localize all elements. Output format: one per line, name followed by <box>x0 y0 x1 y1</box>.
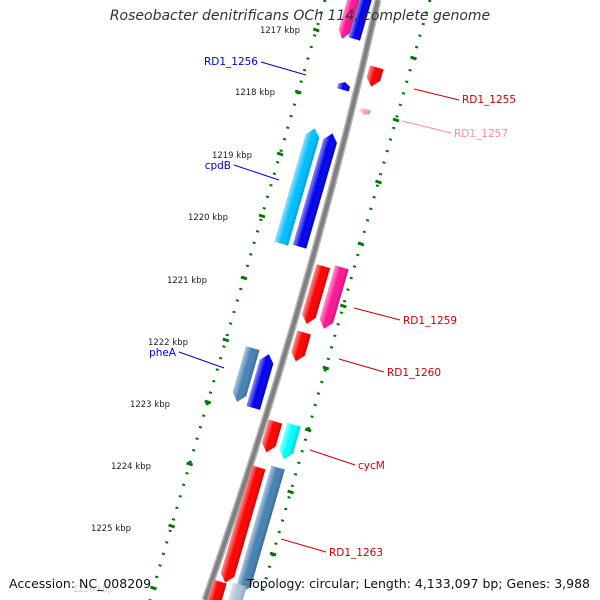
scale-tick-label: 1224 kbp <box>111 462 151 472</box>
gene-phea-partner <box>246 354 274 410</box>
inner-major-tick <box>150 585 157 591</box>
gene-rd1-1260 <box>291 330 311 362</box>
outer-major-tick <box>357 241 365 247</box>
outer-major-tick <box>374 179 382 185</box>
outer-major-tick <box>410 55 418 61</box>
gene-label[interactable]: RD1_1259 <box>403 315 457 327</box>
scale-tick-label: 1220 kbp <box>188 213 228 223</box>
outer-major-tick <box>304 427 312 433</box>
leader-line <box>401 120 452 134</box>
inner-major-tick <box>168 523 176 529</box>
gene-cpdb-partner <box>292 133 337 249</box>
scale-tick-label: 1217 kbp <box>260 26 300 36</box>
scale-tick-label: 1221 kbp <box>167 276 207 286</box>
gene-label[interactable]: RD1_1255 <box>462 94 516 106</box>
scale-tick-label: 1225 kbp <box>91 524 131 534</box>
inner-major-tick <box>294 89 302 95</box>
outer-major-tick <box>339 303 347 309</box>
outer-major-tick <box>392 117 400 123</box>
leader-line <box>280 538 327 553</box>
inner-major-tick <box>276 151 284 157</box>
gene-label[interactable]: RD1_1256 <box>204 56 258 68</box>
gene-bottom-steel <box>227 582 247 600</box>
inner-major-tick <box>312 27 320 33</box>
backbone-shadow <box>201 0 382 600</box>
gene-label[interactable]: pheA <box>149 347 177 359</box>
gene-label[interactable]: RD1_1260 <box>387 367 441 379</box>
gene-label[interactable]: cycM <box>358 460 385 472</box>
gene-rd1-1263 <box>237 465 285 593</box>
accession-text: Accession: NC_008209 <box>9 576 152 591</box>
leader-line <box>233 164 280 181</box>
gene-phea <box>232 346 260 402</box>
leader-line <box>413 88 460 101</box>
scale-tick-label: 1226 kbp <box>73 585 113 595</box>
map-title: Roseobacter denitrificans OCh 114, compl… <box>109 8 491 24</box>
leader-line <box>353 307 401 321</box>
gene-label[interactable]: RD1_1263 <box>329 547 383 559</box>
gene-rd1-1262 <box>262 419 283 453</box>
inner-major-tick <box>258 213 266 219</box>
gene-rd1-1259-b <box>319 265 349 329</box>
inner-major-tick <box>186 461 194 467</box>
gene-label[interactable]: RD1_1257 <box>454 128 508 140</box>
genome-backbone <box>203 0 380 600</box>
gene-rd1-1263-red <box>220 465 266 583</box>
gene-bottom-red <box>207 579 227 600</box>
outer-major-tick <box>269 551 277 557</box>
gene-rd1-1257 <box>360 107 371 115</box>
outer-major-tick <box>287 489 295 495</box>
genome-stats-text: Topology: circular; Length: 4,133,097 bp… <box>246 576 590 591</box>
gene-cpdb <box>274 128 320 246</box>
scale-tick-label: 1223 kbp <box>130 400 170 410</box>
scale-tick-label: 1222 kbp <box>148 338 188 348</box>
scale-tick-label: 1219 kbp <box>212 151 252 161</box>
inner-major-tick <box>204 399 212 405</box>
scale-tick-label: 1218 kbp <box>235 88 275 98</box>
leader-line <box>178 351 225 369</box>
leader-line <box>338 358 385 373</box>
gene-label[interactable]: cpdB <box>205 160 231 172</box>
leader-line <box>309 449 356 466</box>
inner-major-tick <box>240 275 248 281</box>
outer-major-tick <box>322 365 330 371</box>
gene-top-pink <box>338 0 364 39</box>
gene-cycm <box>279 422 301 460</box>
inner-major-tick <box>222 337 230 343</box>
inner-tick-ring <box>148 0 327 600</box>
gene-top-blue <box>348 0 374 41</box>
gene-rd1-1256 <box>337 82 350 92</box>
gene-rd1-1255 <box>366 65 384 87</box>
leader-line <box>260 61 307 76</box>
gene-rd1-1259-a <box>302 264 331 324</box>
